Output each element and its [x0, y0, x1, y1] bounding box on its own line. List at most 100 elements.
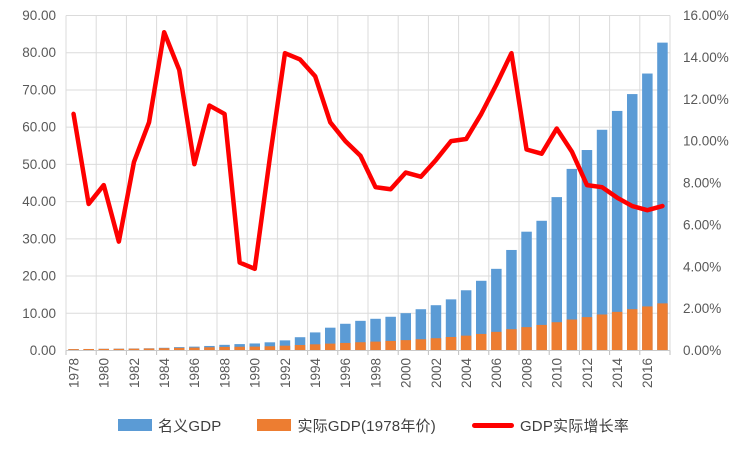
bar-real-gdp	[174, 347, 185, 351]
bar-nominal-gdp	[294, 337, 306, 351]
bar-nominal-gdp	[476, 280, 487, 351]
bar-nominal-gdp	[400, 313, 411, 351]
x-axis-year-label: 2010	[550, 358, 565, 388]
bar-nominal-gdp	[370, 318, 381, 351]
x-axis-year-label: 1990	[248, 358, 263, 388]
bar-real-gdp	[128, 348, 140, 351]
right-axis-label: 10.00%	[683, 134, 729, 149]
left-axis-label: 90.00	[22, 8, 56, 23]
bar-real-gdp	[581, 317, 593, 351]
bar-nominal-gdp	[627, 94, 638, 351]
left-axis-label: 10.00	[22, 306, 56, 321]
bar-nominal-gdp	[521, 231, 532, 351]
bar-real-gdp	[385, 340, 396, 351]
x-axis-year-label: 1978	[66, 358, 81, 388]
x-axis-year-label: 2002	[429, 358, 444, 388]
bar-real-gdp	[355, 342, 366, 351]
x-axis-year-label: 1988	[217, 358, 232, 388]
x-axis-year-label: 1992	[278, 358, 293, 388]
bar-real-gdp	[279, 345, 291, 351]
bar-real-gdp	[460, 335, 472, 351]
bar-real-gdp	[627, 309, 638, 351]
bar-real-gdp	[551, 322, 562, 351]
bar-real-gdp	[370, 341, 381, 351]
bar-real-gdp	[264, 346, 276, 351]
bar-nominal-gdp	[491, 268, 502, 351]
bar-real-gdp	[158, 348, 170, 351]
bar-real-gdp	[204, 347, 215, 351]
bar-nominal-gdp	[460, 290, 472, 351]
right-axis-label: 0.00%	[683, 343, 721, 358]
bar-real-gdp	[219, 346, 230, 351]
bar-nominal-gdp	[385, 316, 396, 351]
bar-real-gdp	[83, 349, 94, 351]
bar-real-gdp	[521, 327, 532, 351]
right-axis-label: 16.00%	[683, 8, 729, 23]
bar-real-gdp	[340, 342, 351, 351]
bar-nominal-gdp	[430, 305, 442, 351]
bar-nominal-gdp	[355, 320, 366, 351]
bar-real-gdp	[98, 348, 109, 351]
legend-label-nominal-gdp: 名义GDP	[157, 417, 222, 435]
left-axis-label: 20.00	[22, 269, 56, 284]
bar-real-gdp	[400, 340, 411, 351]
x-axis-year-label: 1994	[308, 358, 323, 389]
right-axis-label: 12.00%	[683, 92, 729, 107]
right-axis-label: 4.00%	[683, 259, 721, 274]
growth-rate-line-swatch-icon	[471, 422, 514, 428]
legend-label-growth-rate: GDP实际增长率	[519, 417, 630, 435]
bar-nominal-gdp	[445, 299, 457, 351]
nominal-gdp-swatch-icon	[117, 419, 152, 431]
legend-item-growth-rate: GDP实际增长率	[471, 415, 630, 436]
bar-nominal-gdp	[596, 129, 608, 351]
bar-real-gdp	[234, 346, 245, 351]
bar-real-gdp	[642, 306, 653, 351]
bar-real-gdp	[596, 314, 608, 351]
bar-real-gdp	[430, 338, 442, 351]
x-axis-year-label: 1982	[127, 358, 142, 388]
right-axis-label: 14.00%	[683, 50, 729, 65]
x-axis-year-label: 2012	[580, 358, 595, 388]
right-axis-label: 2.00%	[683, 301, 721, 316]
legend-item-nominal-gdp: 名义GDP	[117, 415, 222, 436]
x-axis-year-label: 1998	[368, 358, 383, 388]
left-axis-label: 80.00	[22, 45, 56, 60]
bar-real-gdp	[249, 346, 260, 351]
x-axis-year-label: 2000	[399, 358, 414, 388]
bar-nominal-gdp	[340, 323, 351, 351]
real-gdp-swatch-icon	[257, 419, 292, 431]
bar-real-gdp	[445, 336, 457, 351]
bar-real-gdp	[536, 324, 547, 351]
bar-real-gdp	[657, 303, 668, 351]
bar-nominal-gdp	[566, 168, 578, 351]
bar-real-gdp	[491, 331, 502, 351]
x-axis-year-label: 1986	[187, 358, 202, 388]
bar-nominal-gdp	[611, 110, 623, 351]
bar-nominal-gdp	[657, 42, 668, 351]
bar-nominal-gdp	[506, 249, 517, 351]
left-axis-label: 40.00	[22, 194, 56, 209]
bar-real-gdp	[611, 311, 623, 351]
bar-nominal-gdp	[536, 220, 547, 351]
bar-nominal-gdp	[415, 309, 427, 351]
x-axis-year-label: 2014	[610, 358, 625, 389]
bar-real-gdp	[68, 349, 79, 351]
bar-real-gdp	[189, 347, 200, 351]
bar-real-gdp	[113, 348, 125, 351]
bar-real-gdp	[143, 348, 155, 351]
right-axis-label: 8.00%	[683, 176, 721, 191]
left-axis-label: 60.00	[22, 120, 56, 135]
x-axis-year-label: 2008	[519, 358, 534, 388]
x-axis-year-label: 2004	[459, 358, 474, 389]
line-real-growth-rate	[71, 30, 665, 272]
bar-nominal-gdp	[325, 327, 336, 351]
x-axis-year-label: 1996	[338, 358, 353, 388]
bar-real-gdp	[309, 344, 321, 351]
bar-real-gdp	[325, 343, 336, 351]
left-axis-label: 50.00	[22, 157, 56, 172]
bar-nominal-gdp	[309, 332, 321, 351]
x-axis-year-label: 2016	[640, 358, 655, 388]
bar-real-gdp	[506, 329, 517, 351]
